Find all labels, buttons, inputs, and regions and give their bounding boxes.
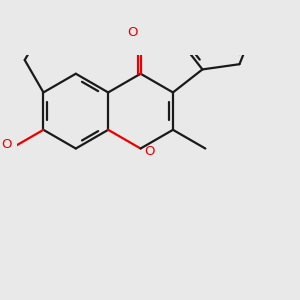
Text: O: O bbox=[1, 138, 12, 151]
Text: O: O bbox=[127, 26, 137, 39]
Text: O: O bbox=[145, 145, 155, 158]
